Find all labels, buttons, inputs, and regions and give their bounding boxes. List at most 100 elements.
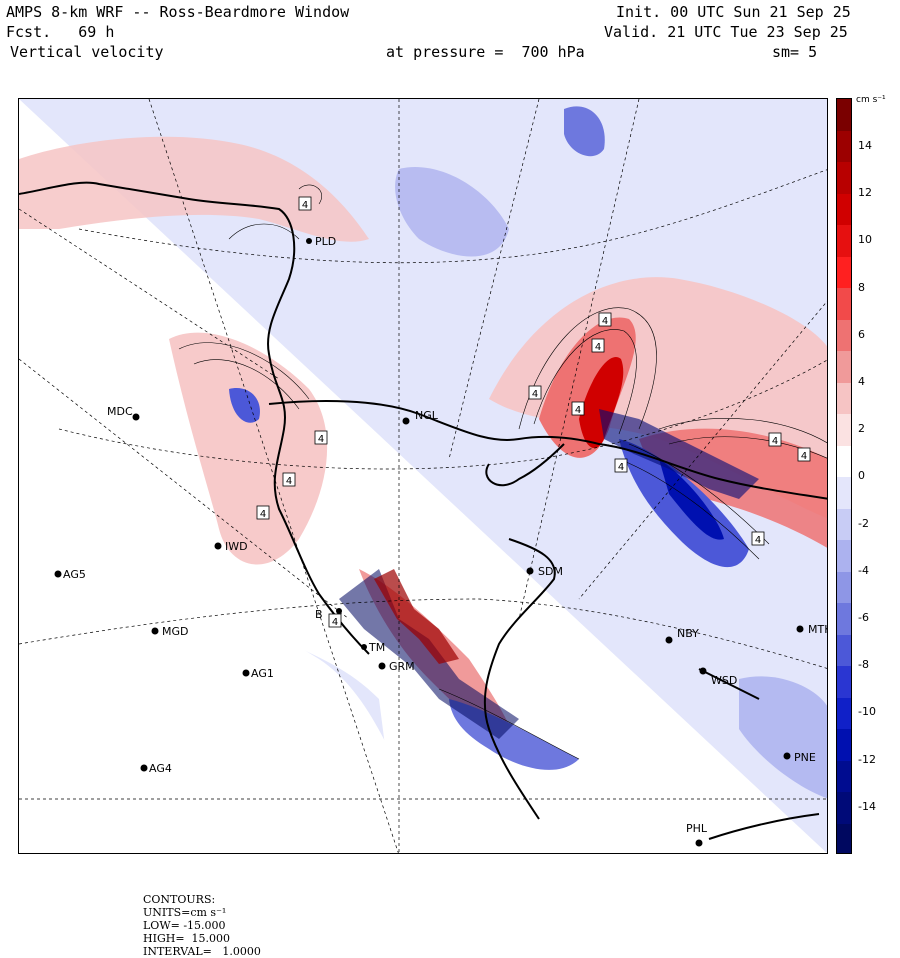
station-btm: TM: [361, 641, 385, 654]
contour-label-text: 4: [260, 509, 266, 520]
colorbar-segment: [837, 477, 851, 509]
forecast-hour: Fcst. 69 h: [6, 23, 115, 41]
station-label: TM: [368, 641, 385, 654]
mountain-noise-band: [339, 569, 519, 739]
station-grm: GRM: [378, 660, 415, 673]
contour-label-5: 4: [571, 401, 585, 416]
model-title: AMPS 8-km WRF -- Ross-Beardmore Window: [6, 3, 350, 21]
stations: MDC NGL IWD AG5 SDM MGD AG1 NBY MTK GRM …: [54, 235, 828, 847]
smoothing-value: sm= 5: [772, 43, 818, 61]
contour-label-text: 4: [618, 462, 624, 473]
contour-label-12: 4: [614, 458, 628, 473]
colorbar-tick-label: 2: [858, 422, 865, 436]
colorbar-segment: [837, 571, 851, 603]
station-label: SDM: [538, 565, 563, 578]
colorbar-segment: [837, 540, 851, 572]
contour-label-text: 4: [332, 617, 338, 628]
positive-core-east: [539, 317, 636, 458]
coastline: [19, 181, 827, 840]
outside-domain: [19, 529, 399, 853]
units-label: UNITS=cm s⁻¹: [143, 906, 227, 919]
station-mdc: MDC: [107, 405, 140, 421]
colorbar-tick-label: 12: [858, 186, 872, 200]
colorbar-segment: [837, 319, 851, 351]
field-name: Vertical velocity: [10, 43, 164, 61]
ridge-noise-cluster: [599, 409, 759, 499]
station-label: NBY: [677, 627, 699, 640]
contour-label-3: 4: [591, 338, 605, 353]
station-phl: PHL: [686, 822, 708, 847]
contour-label-6: 4: [314, 430, 328, 445]
station-sdm: SDM: [526, 565, 563, 578]
contour-label-text: 4: [532, 389, 538, 400]
station-ag1: AG1: [242, 667, 274, 680]
station-label: AG4: [149, 762, 172, 775]
low-label: LOW= -15.000: [143, 919, 226, 932]
contour-info: CONTOURS: UNITS=cm s⁻¹ LOW= -15.000 HIGH…: [136, 880, 265, 958]
station-nby: NBY: [665, 627, 699, 644]
colorbar-segment: [837, 256, 851, 288]
contour-label-1: 4: [298, 196, 312, 211]
station-label: PLD: [315, 235, 336, 248]
station-label: B: [315, 608, 323, 621]
colorbar-segment: [837, 666, 851, 698]
colorbar-segment: [837, 634, 851, 666]
station-label: MGD: [162, 625, 189, 638]
station-label: MTK: [808, 623, 828, 636]
contour-label-text: 4: [602, 316, 608, 327]
vertical-velocity-map: 4 4 4 4 4 4 4 4 4 4 4 4 4 MDC NGL IWD AG…: [18, 98, 828, 854]
colorbar-tick-label: -8: [858, 658, 869, 672]
station-label: IWD: [225, 540, 248, 553]
contour-label-4: 4: [528, 385, 542, 400]
contour-label-text: 4: [575, 405, 581, 416]
contour-label-boxes: 4 4 4 4 4 4 4 4 4 4 4 4 4: [256, 196, 811, 628]
contour-label-2: 4: [598, 312, 612, 327]
colorbar-tick-label: 0: [858, 469, 865, 483]
station-pld: PLD: [306, 235, 336, 248]
colorbar-segment: [837, 792, 851, 824]
station-label: AG5: [63, 568, 86, 581]
contour-label-10: 4: [797, 447, 811, 462]
colorbar-segment: [837, 603, 851, 635]
colorbar-segment: [837, 225, 851, 257]
colorbar-segment: [837, 823, 851, 853]
negative-region-southeast: [739, 676, 827, 799]
colorbar-tick-label: -4: [858, 563, 869, 577]
station-pne: PNE: [783, 751, 816, 764]
init-time: Init. 00 UTC Sun 21 Sep 25: [616, 3, 851, 21]
contour-label-text: 4: [772, 436, 778, 447]
colorbar-segment: [837, 193, 851, 225]
colorbar-segment: [837, 760, 851, 792]
colorbar-segment: [837, 445, 851, 477]
pressure-level: at pressure = 700 hPa: [386, 43, 585, 61]
colorbar-tick-label: 10: [858, 233, 872, 247]
colorbar-segment: [837, 351, 851, 383]
contour-label-text: 4: [302, 200, 308, 211]
station-label: PNE: [794, 751, 816, 764]
station-iwd: IWD: [214, 540, 248, 553]
station-label: AG1: [251, 667, 274, 680]
colorbar-segment: [837, 414, 851, 446]
colorbar-tick-label: 14: [858, 139, 872, 152]
colorbar-segment: [837, 162, 851, 194]
colorbar-segment: [837, 99, 851, 131]
contour-label-13: 4: [328, 613, 342, 628]
station-label: GRM: [389, 660, 415, 673]
map-graphic: 4 4 4 4 4 4 4 4 4 4 4 4 4 MDC NGL IWD AG…: [19, 99, 828, 853]
contour-label-text: 4: [801, 451, 807, 462]
graticule: [19, 99, 827, 853]
contour-label-8: 4: [256, 505, 270, 520]
station-label: WSD: [711, 674, 737, 687]
valid-time: Valid. 21 UTC Tue 23 Sep 25: [604, 23, 848, 41]
colorbar-tick-label: -6: [858, 611, 869, 624]
interval-label: INTERVAL= 1.0000: [143, 945, 261, 958]
station-ag4: AG4: [140, 762, 172, 775]
negative-region-north: [395, 167, 509, 257]
negative-spot-northeast: [564, 106, 605, 157]
station-bea: B: [315, 608, 342, 621]
colorbar-tick-label: -10: [858, 705, 876, 719]
station-ngl: NGL: [402, 409, 439, 425]
station-ag5: AG5: [54, 568, 86, 581]
colorbar: [836, 98, 852, 854]
station-mtk: MTK: [796, 623, 828, 636]
